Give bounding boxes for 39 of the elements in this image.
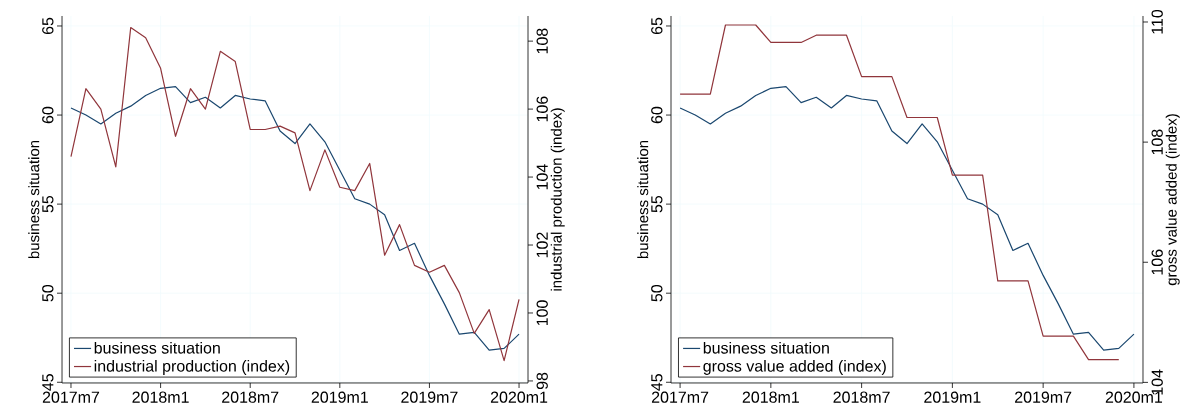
y-tick-label: 55 bbox=[42, 195, 54, 213]
y-axis-title: business situation bbox=[28, 140, 40, 259]
y-tick-label: 60 bbox=[42, 106, 54, 124]
y-tick-label: 45 bbox=[651, 374, 663, 391]
x-tick-label: 2020m1 bbox=[490, 391, 548, 403]
x-tick-label: 2019m7 bbox=[401, 391, 458, 403]
y2-axis-title: gross value added (index) bbox=[1165, 114, 1180, 286]
y-tick-label: 50 bbox=[42, 284, 54, 302]
x-tick-label: 2018m7 bbox=[222, 391, 279, 403]
y2-tick-label: 104 bbox=[536, 164, 548, 190]
y2-tick-label: 102 bbox=[536, 232, 548, 258]
x-tick-label: 2019m1 bbox=[311, 391, 368, 403]
legend-label: business situation bbox=[703, 341, 829, 354]
y2-tick-label: 108 bbox=[1151, 129, 1163, 155]
y-tick-label: 60 bbox=[651, 106, 663, 124]
y-tick-label: 65 bbox=[42, 17, 54, 35]
x-tick-label: 2018m1 bbox=[742, 391, 799, 403]
legend-label: business situation bbox=[94, 341, 220, 354]
x-tick-label: 2017m7 bbox=[651, 391, 709, 403]
legend-label: gross value added (index) bbox=[703, 359, 886, 375]
x-tick-label: 2018m1 bbox=[132, 391, 189, 403]
legend-label: industrial production (index) bbox=[94, 359, 290, 375]
y-axis-title: business situation bbox=[637, 140, 649, 259]
y2-axis-title: industrial production (index) bbox=[550, 108, 565, 291]
x-tick-label: 2019m1 bbox=[924, 391, 981, 403]
y2-tick-label: 108 bbox=[536, 28, 548, 54]
x-tick-label: 2017m7 bbox=[42, 391, 100, 403]
line-series bbox=[70, 26, 520, 362]
y-tick-label: 50 bbox=[651, 284, 663, 302]
y2-tick-label: 106 bbox=[536, 96, 548, 122]
y2-tick-label: 100 bbox=[536, 300, 548, 326]
x-tick-label: 2018m7 bbox=[833, 391, 890, 403]
y-tick-label: 65 bbox=[651, 17, 663, 35]
y-tick-label: 45 bbox=[42, 374, 54, 391]
y2-tick-label: 110 bbox=[1151, 9, 1163, 34]
x-tick-label: 2019m7 bbox=[1015, 391, 1072, 403]
y2-tick-label: 106 bbox=[1151, 249, 1163, 275]
y-tick-label: 55 bbox=[651, 195, 663, 213]
y2-tick-label: 98 bbox=[536, 372, 548, 390]
